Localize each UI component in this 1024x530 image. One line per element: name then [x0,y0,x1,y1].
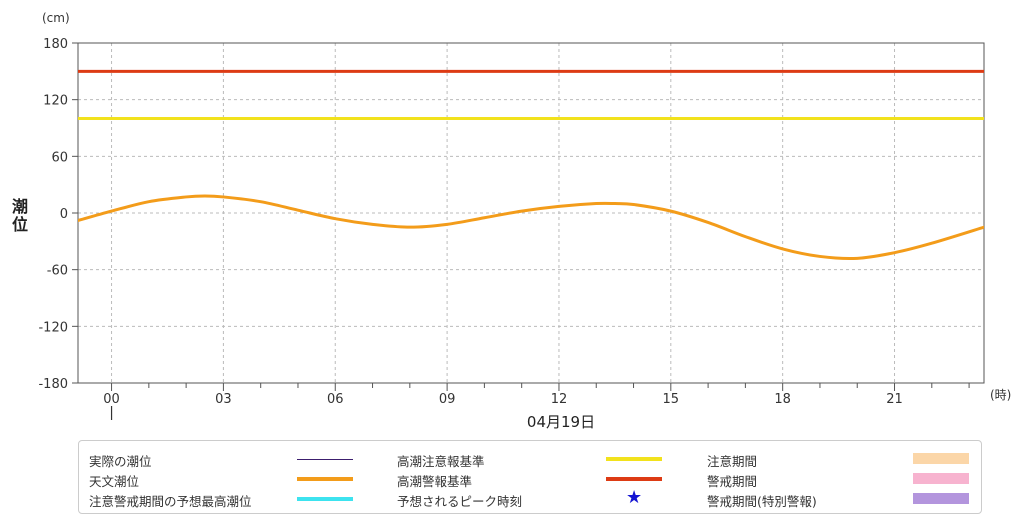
x-tick-label: 09 [439,392,456,407]
legend: 実際の潮位 高潮注意報基準 注意期間天文潮位 高潮警報基準 警戒期間注意警戒期間の予想最… [78,440,982,514]
legend-item: 警戒期間 [79,469,979,489]
y-tick-label: 60 [51,150,68,165]
date-label: 04月19日 [527,413,595,431]
legend-item: 注意期間 [79,449,979,469]
x-unit-label: (時) [990,388,1011,402]
y-axis: 180 120 60 0 -60 -120 -180 [38,37,78,392]
y-axis-title-char: 潮 [12,197,28,216]
legend-item: 予想されるピーク時刻 ★ [79,487,979,510]
series-line-0 [78,194,984,261]
legend-swatch-line [297,497,353,501]
legend-item: 天文潮位 [79,469,979,489]
legend-label: 注意警戒期間の予想最高潮位 [89,494,252,509]
tide-chart: 180 120 60 0 -60 -120 -180 00 03 06 09 12 15 18 21 (c… [12,11,1011,431]
legend-swatch-line [297,458,353,460]
y-axis-title-char: 位 [12,215,28,234]
y-tick-label: 0 [60,207,68,222]
y-tick-label: -180 [38,377,68,392]
legend-swatch-line [297,477,353,481]
legend-swatch-line [606,457,662,461]
legend-label: 高潮警報基準 [397,474,473,489]
y-tick-label: 180 [43,37,68,52]
legend-swatch-line [606,477,662,481]
legend-label: 警戒期間 [707,474,758,489]
series-lines [78,69,984,261]
x-tick-label: 15 [663,392,680,407]
legend-item: 高潮注意報基準 [79,449,979,469]
x-tick-label: 00 [103,392,120,407]
grid [78,43,984,383]
y-unit-label: (cm) [42,11,70,25]
y-tick-label: -120 [38,320,68,335]
legend-label: 予想されるピーク時刻 [397,494,523,509]
star-icon: ★ [626,487,643,508]
x-tick-label: 18 [774,392,791,407]
x-tick-label: 03 [215,392,232,407]
x-tick-label: 06 [327,392,344,407]
legend-label: 実際の潮位 [89,454,152,469]
y-tick-label: -60 [47,264,68,279]
x-tick-label: 21 [886,392,903,407]
legend-swatch-band [913,453,969,464]
y-axis-title: 潮位 [12,197,28,234]
legend-label: 警戒期間(特別警報) [707,494,817,509]
legend-swatch-band [913,473,969,484]
legend-item: 高潮警報基準 [79,469,979,489]
x-tick-label: 12 [551,392,568,407]
legend-item: 実際の潮位 [79,449,979,469]
legend-item: 注意警戒期間の予想最高潮位 [79,489,979,509]
x-axis: 00 03 06 09 12 15 18 21 [103,383,970,420]
legend-label: 注意期間 [707,454,758,469]
y-tick-label: 120 [43,94,68,109]
legend-swatch-band [913,493,969,504]
legend-label: 天文潮位 [89,474,140,489]
legend-item: 警戒期間(特別警報) [79,489,979,509]
legend-label: 高潮注意報基準 [397,454,485,469]
